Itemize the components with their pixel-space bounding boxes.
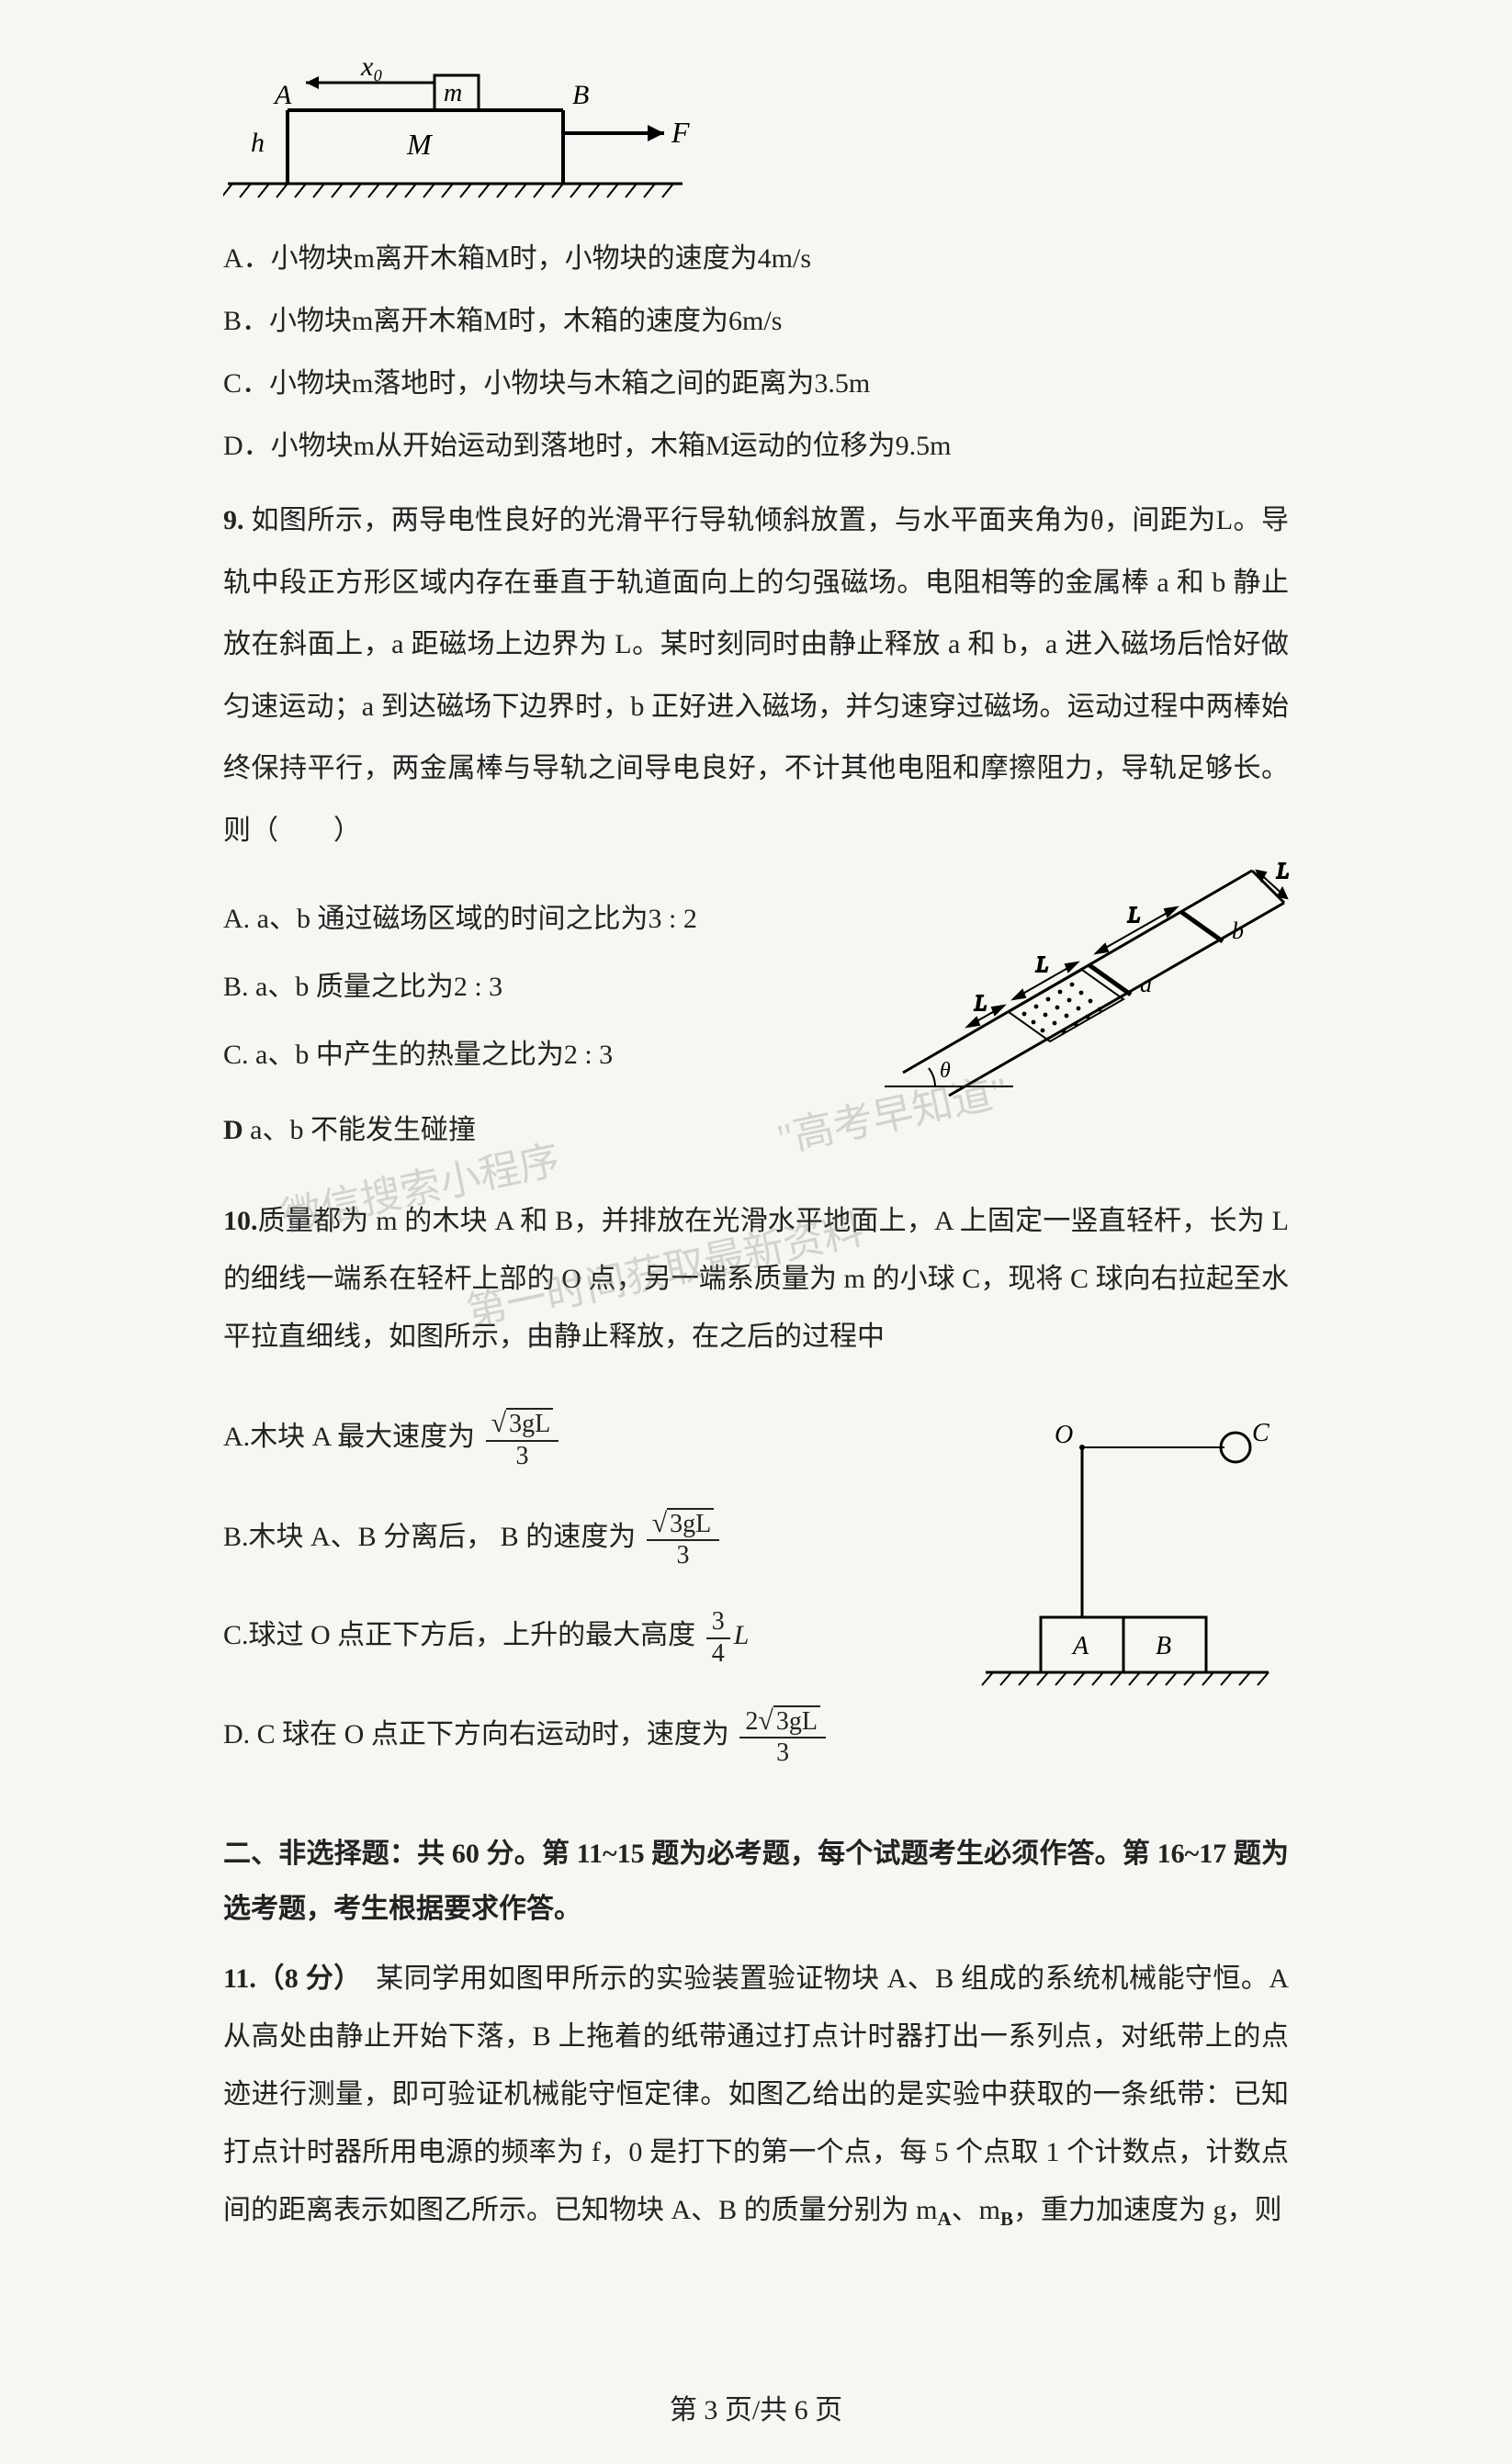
q8-option-b: B．小物块m离开木箱M时，木箱的速度为6m/s	[223, 302, 1289, 341]
svg-text:B: B	[1156, 1632, 1171, 1660]
text: 第 3 页/共 6 页	[670, 2395, 842, 2425]
label-m: m	[444, 79, 462, 107]
pre: D. C 球在 O 点正下方向右运动时，速度为	[223, 1719, 729, 1750]
svg-text:A: A	[1071, 1632, 1089, 1660]
text: B. a、b 质量之比为2 : 3	[223, 972, 502, 1002]
label-B: B	[572, 80, 589, 110]
q10-options: A.木块 A 最大速度为 √3gL 3 B.木块 A、B 分离后， B 的速度为…	[223, 1378, 940, 1805]
label-A: A	[273, 80, 292, 110]
q9-stem: 9. 如图所示，两导电性良好的光滑平行导轨倾斜放置，与水平面夹角为θ，间距为L。…	[223, 489, 1289, 861]
svg-text:L: L	[974, 992, 987, 1016]
text: B．小物块m离开木箱M时，木箱的速度为6m/s	[223, 306, 782, 336]
text: A. a、b 通过磁场区域的时间之比为3 : 2	[223, 904, 697, 934]
frac: 2√3gL 3	[739, 1705, 826, 1769]
svg-text:C: C	[1252, 1419, 1269, 1447]
frac: √3gL 3	[486, 1408, 559, 1471]
q11-number: 11.（8 分）	[223, 1963, 348, 1994]
q10-option-a: A.木块 A 最大速度为 √3gL 3	[223, 1408, 940, 1471]
q9-figure: θ a b	[829, 843, 1289, 1132]
q9-option-b: B. a、b 质量之比为2 : 3	[223, 968, 811, 1007]
q10-stem: 10.质量都为 m 的木块 A 和 B，并排放在光滑水平地面上，A 上固定一竖直…	[223, 1192, 1289, 1366]
q9-option-a: A. a、b 通过磁场区域的时间之比为3 : 2	[223, 900, 811, 939]
pre: C.球过 O 点正下方后，上升的最大高度	[223, 1620, 695, 1650]
svg-text:θ: θ	[940, 1059, 951, 1083]
label-h: h	[251, 128, 265, 158]
q9-text: 如图所示，两导电性良好的光滑平行导轨倾斜放置，与水平面夹角为θ，间距为L。导轨中…	[223, 505, 1289, 846]
page-footer: 第 3 页/共 6 页	[223, 2387, 1289, 2427]
q8-option-a: A．小物块m离开木箱M时，小物块的速度为4m/s	[223, 240, 1289, 278]
pre: A.木块 A 最大速度为	[223, 1422, 475, 1452]
q8-option-c: C．小物块m落地时，小物块与木箱之间的距离为3.5m	[223, 365, 1289, 403]
q10-number: 10.	[223, 1206, 258, 1236]
q9-options: A. a、b 通过磁场区域的时间之比为3 : 2 B. a、b 质量之比为2 :…	[223, 871, 811, 1179]
q8-option-d: D．小物块m从开始运动到落地时，木箱M运动的位移为9.5m	[223, 427, 1289, 466]
q11-stem: 11.（8 分） 某同学用如图甲所示的实验装置验证物块 A、B 组成的系统机械能…	[223, 1950, 1289, 2239]
mid: 、m	[952, 2195, 1000, 2225]
q10-option-c: C.球过 O 点正下方后，上升的最大高度 3 4 L	[223, 1607, 940, 1668]
q9-option-d: D a、b 不能发生碰撞	[223, 1111, 811, 1150]
svg-text:a: a	[1140, 971, 1152, 997]
q10-text: 质量都为 m 的木块 A 和 B，并排放在光滑水平地面上，A 上固定一竖直轻杆，…	[223, 1206, 1289, 1352]
svg-text:L: L	[1127, 904, 1140, 928]
frac: 3 4	[706, 1607, 730, 1668]
svg-text:L: L	[1035, 953, 1048, 977]
svg-text:b: b	[1232, 917, 1244, 944]
q9-option-c: C. a、b 中产生的热量之比为2 : 3	[223, 1036, 811, 1074]
svg-text:O: O	[1055, 1421, 1073, 1449]
q10-option-b: B.木块 A、B 分离后， B 的速度为 √3gL 3	[223, 1508, 940, 1571]
sub-a: A	[938, 2208, 952, 2230]
label-M: M	[406, 128, 434, 161]
q10-figure: A B O C	[958, 1397, 1289, 1732]
section-2-heading: 二、非选择题：共 60 分。第 11~15 题为必考题，每个试题考生必须作答。第…	[223, 1827, 1289, 1937]
text: A．小物块m离开木箱M时，小物块的速度为4m/s	[223, 243, 811, 274]
svg-text:L: L	[1276, 860, 1289, 883]
q8-figure: A h x₀ m M B F	[223, 55, 1289, 216]
d-post: a、b 不能发生碰撞	[250, 1115, 476, 1145]
q10-option-d: D. C 球在 O 点正下方向右运动时，速度为 2√3gL 3	[223, 1705, 940, 1769]
d-pre: D	[223, 1115, 243, 1145]
text: C. a、b 中产生的热量之比为2 : 3	[223, 1040, 613, 1070]
pre: B.木块 A、B 分离后， B 的速度为	[223, 1522, 636, 1552]
text: D．小物块m从开始运动到落地时，木箱M运动的位移为9.5m	[223, 431, 952, 461]
text: 二、非选择题：共 60 分。第 11~15 题为必考题，每个试题考生必须作答。第…	[223, 1839, 1289, 1924]
frac: √3gL 3	[647, 1508, 720, 1571]
end: ，重力加速度为 g，则	[1013, 2195, 1282, 2225]
q11-body: 某同学用如图甲所示的实验装置验证物块 A、B 组成的系统机械能守恒。A 从高处由…	[223, 1963, 1289, 2225]
label-F: F	[671, 116, 690, 149]
post: L	[734, 1620, 750, 1650]
label-x0: x₀	[360, 55, 383, 82]
sub-b: B	[1000, 2208, 1013, 2230]
q9-number: 9.	[223, 505, 244, 535]
text: C．小物块m落地时，小物块与木箱之间的距离为3.5m	[223, 368, 870, 399]
